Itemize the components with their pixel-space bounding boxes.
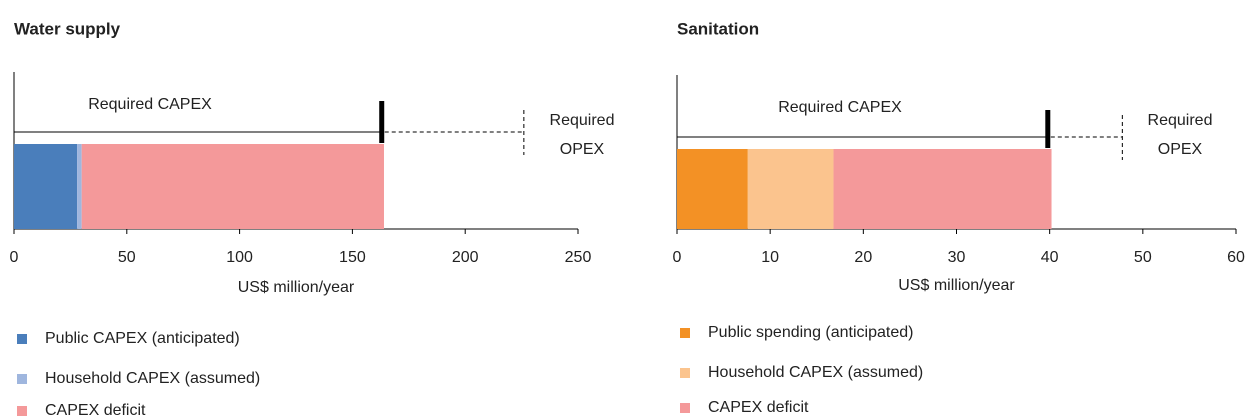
bar-segment (833, 149, 1052, 229)
x-tick-label: 0 (673, 249, 682, 266)
x-tick-label: 0 (10, 249, 19, 266)
x-tick-label: 30 (948, 249, 966, 266)
legend-swatch (680, 328, 690, 338)
x-tick-label: 200 (452, 249, 479, 266)
chart-title: Sanitation (677, 19, 759, 38)
legend-label: Household CAPEX (assumed) (45, 370, 260, 387)
x-tick-label: 250 (565, 249, 592, 266)
x-tick-label: 150 (339, 249, 366, 266)
legend-label: Public spending (anticipated) (708, 324, 913, 341)
legend-label: CAPEX deficit (45, 402, 146, 419)
x-tick-label: 50 (1134, 249, 1152, 266)
x-axis-label: US$ million/year (238, 279, 355, 296)
legend-label: Household CAPEX (assumed) (708, 364, 923, 381)
legend-label: Public CAPEX (anticipated) (45, 330, 240, 347)
bar-segment (677, 149, 748, 229)
chart-title: Water supply (14, 19, 121, 38)
bar-segment (81, 144, 384, 229)
x-axis-label: US$ million/year (898, 277, 1015, 294)
x-tick-label: 100 (226, 249, 253, 266)
legend-swatch (680, 403, 690, 413)
bar-segment (14, 144, 78, 229)
bar-segment (747, 149, 834, 229)
x-tick-label: 50 (118, 249, 136, 266)
legend-swatch (680, 368, 690, 378)
legend-label: CAPEX deficit (708, 399, 809, 416)
x-tick-label: 20 (854, 249, 872, 266)
x-tick-label: 60 (1227, 249, 1245, 266)
x-tick-label: 40 (1041, 249, 1059, 266)
required-opex-label: Required OPEX (1147, 112, 1213, 158)
required-capex-label: Required CAPEX (778, 99, 902, 116)
bar-segment (77, 144, 82, 229)
required-capex-label: Required CAPEX (88, 96, 212, 113)
required-opex-label: Required OPEX (549, 112, 615, 158)
legend-swatch (17, 334, 27, 344)
legend-swatch (17, 406, 27, 416)
x-tick-label: 10 (761, 249, 779, 266)
legend-swatch (17, 374, 27, 384)
